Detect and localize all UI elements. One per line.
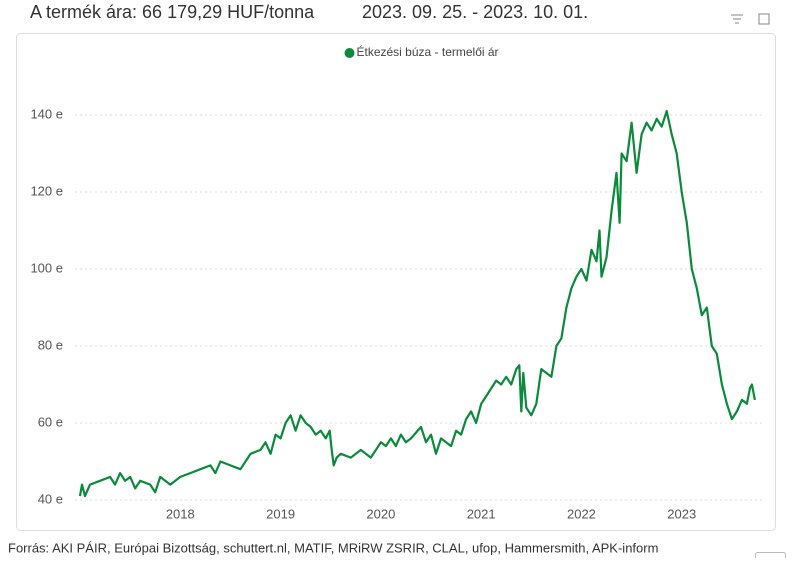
y-tick-label: 140 e bbox=[30, 106, 63, 121]
source-note: Forrás: AKI PÁIR, Európai Bizottság, sch… bbox=[8, 540, 658, 555]
x-tick-label: 2021 bbox=[467, 506, 496, 521]
button[interactable] bbox=[755, 552, 786, 563]
price-label: A termék ára: 66 179,29 HUF/tonna bbox=[30, 2, 315, 22]
x-tick-label: 2023 bbox=[667, 506, 696, 521]
x-tick-label: 2020 bbox=[366, 506, 395, 521]
y-tick-label: 40 e bbox=[38, 491, 63, 506]
legend-label: Étkezési búza - termelői ár bbox=[357, 44, 499, 59]
y-tick-label: 120 e bbox=[30, 183, 63, 198]
y-tick-label: 100 e bbox=[30, 260, 63, 275]
chart-frame bbox=[16, 33, 776, 531]
toolbar[interactable] bbox=[731, 13, 770, 25]
line bbox=[78, 110, 756, 498]
legend-marker bbox=[344, 48, 355, 58]
y-tick-label: 80 e bbox=[38, 337, 63, 352]
x-tick-label: 2019 bbox=[266, 506, 295, 521]
y-tick-label: 60 e bbox=[38, 414, 63, 429]
period-label: 2023. 09. 25. - 2023. 10. 01. bbox=[362, 2, 588, 22]
plot: 40 e 60 e 80 e 100 e 120 e 140 e 2018 2019 2020 2… bbox=[30, 44, 764, 521]
x-tick-label: 2018 bbox=[166, 506, 195, 521]
x-tick-label: 2022 bbox=[567, 506, 596, 521]
